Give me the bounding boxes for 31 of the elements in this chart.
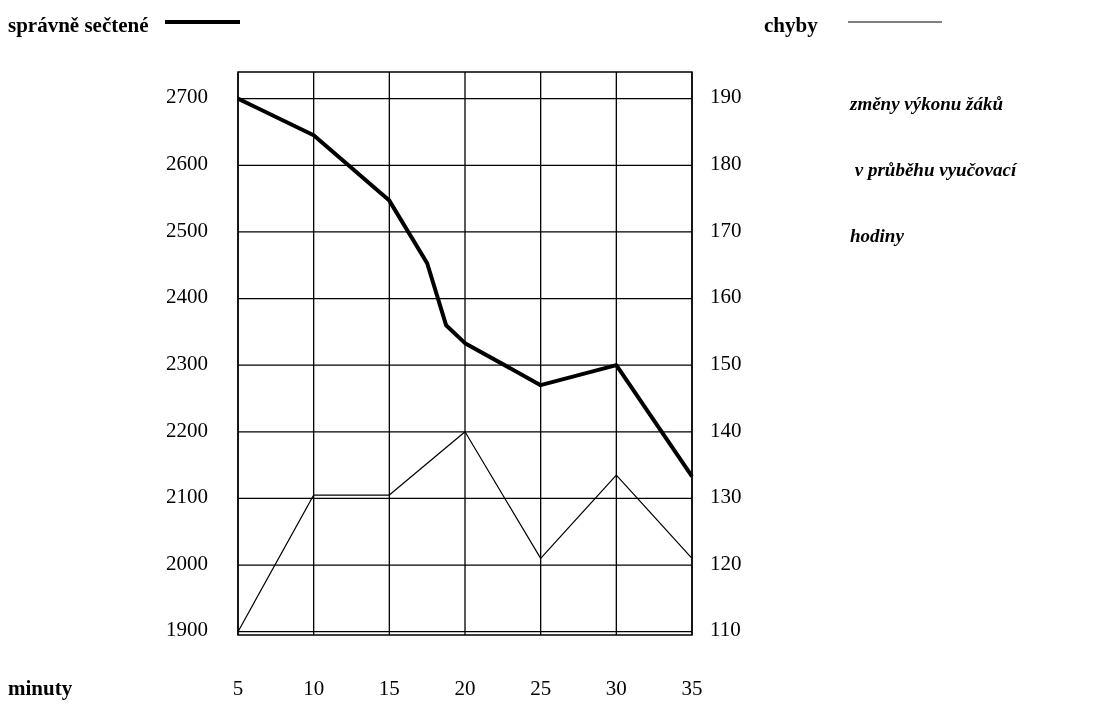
x-tick-label: 30 [605,675,627,700]
x-tick-label: 10 [303,675,325,700]
x-tick-label: 35 [681,675,703,700]
legend-label: správně sečtené [8,12,149,37]
legend-label: chyby [764,12,819,37]
y2-tick-label: 160 [710,284,742,309]
x-axis-title: minuty [8,675,73,700]
x-tick-label: 25 [530,675,552,700]
y-tick-label: 2400 [166,284,208,309]
text: v průběhu vyučovací [850,159,1018,180]
x-tick-label: 5 [232,675,244,700]
y2-tick-label: 150 [710,350,742,375]
y-tick-label: 1900 [166,617,208,642]
y-tick-label: 2000 [166,550,208,575]
y-tick-label: 2700 [166,84,208,109]
text: hodiny [850,225,905,246]
y-tick-label: 2500 [166,217,208,242]
y2-tick-label: 190 [710,84,742,109]
y2-tick-label: 140 [710,417,742,442]
y2-tick-label: 180 [710,151,742,176]
x-tick-label: 20 [454,675,476,700]
y2-tick-label: 170 [710,217,742,242]
y2-tick-label: 110 [710,617,741,642]
y-tick-label: 2600 [166,151,208,176]
y2-tick-label: 120 [710,550,742,575]
y-tick-label: 2200 [166,417,208,442]
y-tick-label: 2300 [166,350,208,375]
y-tick-label: 2100 [166,484,208,509]
text: změny výkonu žáků [849,93,1004,114]
x-tick-label: 15 [378,675,400,700]
y2-tick-label: 130 [710,484,742,509]
